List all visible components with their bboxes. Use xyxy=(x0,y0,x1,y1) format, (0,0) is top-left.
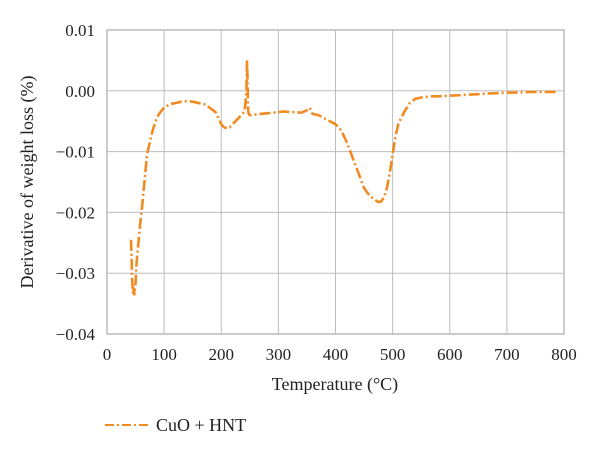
x-tick-label: 500 xyxy=(380,345,406,364)
x-tick-label: 800 xyxy=(551,345,577,364)
y-tick-label: −0.02 xyxy=(56,203,95,222)
x-tick-label: 0 xyxy=(103,345,112,364)
y-tick-label: 0.01 xyxy=(65,21,95,40)
legend-label: CuO + HNT xyxy=(156,415,246,435)
x-axis-title: Temperature (°C) xyxy=(272,374,398,395)
tick-labels: 0 100 200 300 400 500 600 700 800 0.01 0.00 −0.01 −0… xyxy=(56,21,577,364)
grid xyxy=(107,30,564,334)
x-tick-label: 300 xyxy=(266,345,292,364)
y-tick-label: −0.01 xyxy=(56,143,95,162)
legend: CuO + HNT xyxy=(105,415,246,435)
series-layer xyxy=(129,59,559,296)
y-axis-title: Derivative of weight loss (%) xyxy=(17,76,38,289)
x-tick-label: 200 xyxy=(209,345,235,364)
y-tick-label: −0.03 xyxy=(56,264,95,283)
x-tick-label: 100 xyxy=(151,345,177,364)
x-tick-label: 600 xyxy=(437,345,463,364)
y-tick-label: −0.04 xyxy=(56,325,96,344)
x-tick-label: 400 xyxy=(323,345,349,364)
y-tick-label: 0.00 xyxy=(65,82,95,101)
series-line xyxy=(129,59,559,296)
x-tick-label: 700 xyxy=(494,345,520,364)
